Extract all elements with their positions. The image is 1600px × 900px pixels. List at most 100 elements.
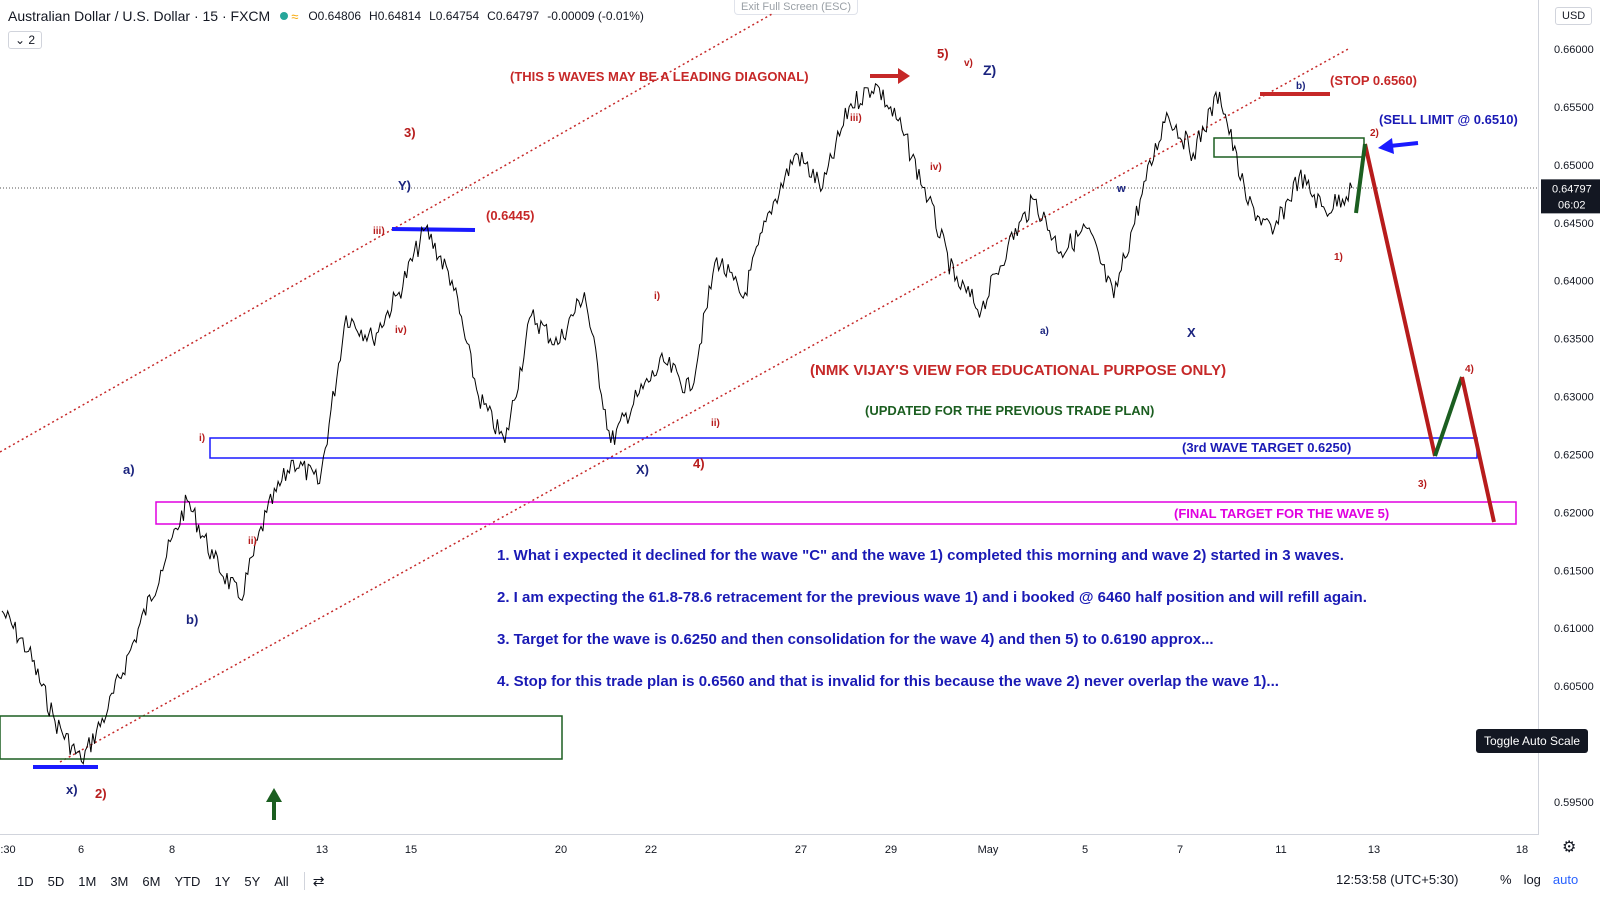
close-value: C0.64797: [487, 9, 540, 23]
wave-label: X: [1187, 325, 1196, 340]
time-tick-label: 13: [1368, 844, 1380, 856]
stop-label: (STOP 0.6560): [1330, 73, 1417, 88]
left-arrow-icon: [1378, 138, 1419, 154]
price-tick-label: 0.63000: [1554, 392, 1594, 404]
symbol-title[interactable]: Australian Dollar / U.S. Dollar · 15 · F…: [8, 8, 271, 24]
time-tick-label: :30: [0, 844, 15, 856]
scale-options: % log auto: [1500, 872, 1578, 887]
currency-badge[interactable]: USD: [1555, 7, 1593, 25]
range-5d-button[interactable]: 5D: [47, 873, 65, 889]
price-tick-label: 0.63500: [1554, 334, 1594, 346]
price-series-line[interactable]: [1, 82, 1353, 765]
exit-fullscreen-hint[interactable]: Exit Full Screen (ESC): [734, 0, 859, 15]
compare-icon[interactable]: ⇄: [312, 872, 325, 889]
indicator-collapse-button[interactable]: ⌄ 2: [8, 31, 43, 49]
time-tick-label: 29: [885, 844, 897, 856]
wave-label: iii): [850, 113, 862, 124]
right-arrow-icon: [870, 68, 910, 84]
wave-label: ii): [711, 418, 720, 429]
auto-scale-button[interactable]: auto: [1552, 872, 1579, 887]
level-0.6445-label: (0.6445): [486, 208, 534, 223]
price-tick-label: 0.61500: [1554, 565, 1594, 577]
low-value: L0.64754: [429, 9, 480, 23]
toolbar-divider: [303, 872, 305, 890]
channel-lower-line[interactable]: [59, 47, 1351, 763]
wave-label: iii): [373, 226, 385, 237]
plan-note-3: 3. Target for the wave is 0.6250 and the…: [497, 631, 1214, 648]
percent-scale-button[interactable]: %: [1500, 872, 1512, 887]
plan-note-2: 2. I am expecting the 61.8-78.6 retracem…: [497, 589, 1367, 606]
wave-label: 2): [1370, 128, 1379, 139]
final-target-box[interactable]: [155, 501, 1517, 525]
time-tick-label: 27: [795, 844, 807, 856]
last-price-label: 0.64797: [1552, 183, 1592, 195]
wave-label: 1): [1334, 252, 1343, 263]
level-0.6445-line[interactable]: [391, 227, 476, 232]
up-arrow-icon: [266, 788, 282, 820]
range-1y-button[interactable]: 1Y: [214, 873, 231, 889]
projection-path-red[interactable]: [1363, 143, 1437, 457]
range-all-button[interactable]: All: [274, 873, 289, 889]
log-scale-button[interactable]: log: [1523, 872, 1541, 887]
time-tick-label: 18: [1516, 844, 1528, 856]
time-tick-label: 13: [316, 844, 328, 856]
time-tick-label: 8: [169, 844, 175, 856]
bar-countdown-label: 06:02: [1558, 199, 1586, 211]
wave-label: i): [654, 291, 660, 302]
wave-label: a): [1040, 326, 1049, 337]
wave-label: v): [964, 58, 973, 69]
projection-up-green[interactable]: [1354, 143, 1367, 214]
ohlc-values: O0.64806 H0.64814 L0.64754 C0.64797 -0.0…: [308, 9, 644, 23]
wave-label: x): [66, 782, 78, 797]
wave-label: 3): [1418, 479, 1427, 490]
wave3-target-label: (3rd WAVE TARGET 0.6250): [1182, 440, 1351, 455]
wave-label: ii): [248, 536, 257, 547]
range-1d-button[interactable]: 1D: [17, 873, 34, 889]
price-tick-label: 0.66000: [1554, 44, 1594, 56]
disclaimer-note: (NMK VIJAY'S VIEW FOR EDUCATIONAL PURPOS…: [810, 362, 1226, 379]
wave-label: 5): [937, 46, 949, 61]
range-6m-button[interactable]: 6M: [142, 873, 161, 889]
wave-label: i): [199, 433, 205, 444]
chart-header: Australian Dollar / U.S. Dollar · 15 · F…: [8, 8, 644, 24]
wave-label: iv): [395, 325, 407, 336]
price-tick-label: 0.62500: [1554, 449, 1594, 461]
time-tick-label: 20: [555, 844, 567, 856]
wave-label: Y): [398, 178, 411, 193]
range-1m-button[interactable]: 1M: [78, 873, 97, 889]
projection-path-green[interactable]: [1433, 376, 1464, 457]
market-status-icon[interactable]: ≈: [280, 9, 298, 24]
diagonal-note: (THIS 5 WAVES MAY BE A LEADING DIAGONAL): [510, 69, 809, 84]
time-tick-label: 22: [645, 844, 657, 856]
projection-path-red-2[interactable]: [1460, 376, 1496, 523]
price-tick-label: 0.65000: [1554, 160, 1594, 172]
wave-label: 4): [693, 456, 705, 471]
indicator-count: 2: [28, 33, 36, 47]
wave-label: X): [636, 462, 649, 477]
chevron-down-icon: ⌄: [15, 33, 26, 47]
wave-label: iv): [930, 162, 942, 173]
wave-label: b): [1296, 81, 1305, 92]
range-3m-button[interactable]: 3M: [110, 873, 129, 889]
sell-limit-label: (SELL LIMIT @ 0.6510): [1379, 112, 1518, 127]
range-5y-button[interactable]: 5Y: [244, 873, 261, 889]
time-tick-label: 11: [1275, 844, 1286, 856]
plan-note-4: 4. Stop for this trade plan is 0.6560 an…: [497, 673, 1279, 690]
wave-label: 2): [95, 786, 107, 801]
price-tick-label: 0.65500: [1554, 102, 1594, 114]
last-price-badge: [1541, 179, 1600, 214]
plan-note-1: 1. What i expected it declined for the w…: [497, 547, 1344, 564]
gear-icon[interactable]: ⚙: [1562, 839, 1577, 856]
open-value: O0.64806: [308, 9, 362, 23]
wave-label: a): [123, 462, 135, 477]
time-tick-label: 5: [1082, 844, 1088, 856]
price-tick-label: 0.62000: [1554, 507, 1594, 519]
clock[interactable]: 12:53:58 (UTC+5:30): [1336, 872, 1459, 887]
range-ytd-button[interactable]: YTD: [174, 873, 201, 889]
support-zone-green[interactable]: [0, 715, 563, 760]
toggle-auto-scale-tooltip[interactable]: Toggle Auto Scale: [1476, 729, 1589, 753]
update-note: (UPDATED FOR THE PREVIOUS TRADE PLAN): [865, 403, 1154, 418]
time-tick-label: 6: [78, 844, 84, 856]
